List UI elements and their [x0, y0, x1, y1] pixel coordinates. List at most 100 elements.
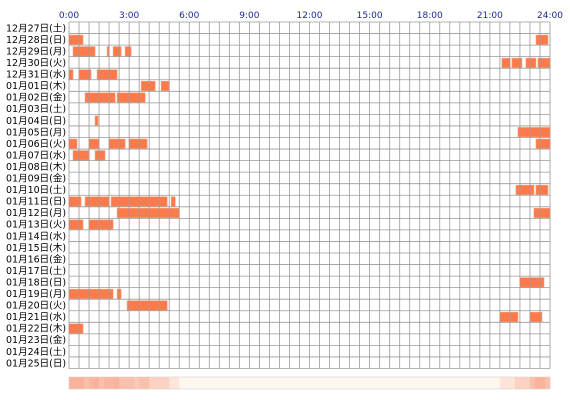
density-strip-bin: [209, 377, 215, 389]
density-strip-bin: [464, 377, 471, 389]
row-label: 01月13日(火): [6, 220, 66, 231]
density-strip-bin: [164, 377, 170, 389]
density-strip-bin: [169, 377, 175, 389]
activity-segment: [170, 196, 176, 207]
density-strip-bin: [444, 377, 451, 389]
density-strip-bin: [419, 377, 426, 389]
activity-segment: [94, 150, 106, 161]
row-label: 01月11日(日): [6, 197, 66, 208]
row-label: 01月06日(火): [6, 139, 66, 150]
density-strip-bin: [274, 377, 280, 389]
density-strip-bin: [369, 377, 376, 389]
density-strip-bin: [344, 377, 350, 389]
activity-segment: [533, 208, 551, 219]
activity-segment: [519, 277, 545, 288]
density-strip-bin: [69, 377, 75, 389]
row-label: 01月08日(木): [6, 161, 66, 173]
x-tick-label: 24:00: [537, 11, 563, 21]
x-tick-label: 21:00: [477, 11, 503, 21]
density-strip-bin: [539, 377, 546, 389]
x-tick-label: 3:00: [119, 11, 139, 21]
summary-density-strip: [68, 376, 551, 390]
density-strip-bin: [384, 377, 391, 389]
density-strip-bin: [414, 377, 421, 389]
density-strip-bin: [449, 377, 456, 389]
activity-segment: [535, 34, 549, 45]
density-strip-bin: [134, 377, 140, 389]
density-strip-bin: [214, 377, 220, 389]
activity-segment: [68, 323, 84, 334]
density-strip-bin: [524, 377, 531, 389]
row-label: 12月29日(月): [6, 46, 66, 57]
density-strip-bin: [439, 377, 446, 389]
x-tick-label: 12:00: [297, 11, 323, 21]
row-label: 01月23日(金): [6, 334, 66, 346]
density-strip-bin: [359, 377, 366, 389]
density-strip-bin: [529, 377, 536, 389]
density-strip-bin: [269, 377, 275, 389]
row-label: 12月28日(日): [6, 35, 66, 46]
activity-segment: [501, 57, 511, 69]
grid-lines: [68, 21, 551, 369]
row-label: 01月04日(日): [6, 116, 66, 127]
activity-segment: [68, 34, 84, 45]
density-strip-bin: [244, 377, 250, 389]
density-strip-bin: [459, 377, 466, 389]
density-strip-bin: [219, 377, 225, 389]
row-label: 12月27日(土): [6, 22, 66, 34]
activity-segment: [116, 92, 146, 103]
activity-segment: [84, 92, 116, 103]
density-strip-bin: [189, 377, 195, 389]
row-label: 01月18日(日): [6, 277, 66, 288]
x-tick-label: 0:00: [59, 11, 79, 21]
x-axis-tick-labels: 0:00 3:00 6:00 9:00 12:00 15:00 18:00 21:00 24:0…: [59, 11, 563, 21]
row-label: 01月19日(月): [6, 289, 66, 300]
activity-segment: [112, 46, 122, 57]
density-strip-bin: [514, 377, 521, 389]
density-strip-bin: [74, 377, 80, 389]
density-strip-bin: [319, 377, 325, 389]
density-strip-bin: [544, 377, 551, 389]
density-strip-bin: [249, 377, 255, 389]
activity-segment: [499, 311, 519, 323]
density-strip-bin: [199, 377, 205, 389]
activity-segment: [96, 69, 118, 80]
density-strip-bin: [294, 377, 300, 389]
density-strip-bin: [399, 377, 406, 389]
density-strip-bin: [299, 377, 305, 389]
row-label: 01月15日(木): [6, 242, 66, 254]
density-strip-bin: [334, 377, 340, 389]
density-strip-bin: [309, 377, 315, 389]
density-strip-bin: [129, 377, 135, 389]
density-strip-bin: [339, 377, 345, 389]
density-strip-bin: [404, 377, 411, 389]
x-tick-label: 15:00: [357, 11, 383, 21]
density-strip-bin: [494, 377, 501, 389]
density-strip-bin: [84, 377, 90, 389]
row-label: 01月01日(木): [6, 80, 66, 92]
row-label: 01月09日(金): [6, 173, 66, 185]
density-strip-bin: [504, 377, 511, 389]
density-strip-bin: [284, 377, 290, 389]
activity-segment: [535, 184, 549, 196]
row-label: 01月25日(日): [6, 358, 66, 369]
density-strip-bin: [194, 377, 200, 389]
density-strip-bin: [534, 377, 541, 389]
density-strip-bin: [279, 377, 285, 389]
density-strip-bin: [229, 377, 235, 389]
row-label: 01月16日(金): [6, 253, 66, 265]
density-strip-frame: [68, 376, 551, 390]
density-strip-bin: [314, 377, 320, 389]
density-strip-bin: [224, 377, 230, 389]
density-strip-bin: [379, 377, 386, 389]
activity-segment: [68, 69, 74, 80]
density-strip-bin: [394, 377, 401, 389]
density-strip-bin: [99, 377, 105, 389]
activity-segment: [160, 80, 170, 92]
x-tick-label: 6:00: [179, 11, 199, 21]
activity-segment: [88, 219, 114, 230]
activity-segment: [124, 46, 132, 57]
density-strip-bin: [489, 377, 496, 389]
density-strip-bin: [484, 377, 491, 389]
